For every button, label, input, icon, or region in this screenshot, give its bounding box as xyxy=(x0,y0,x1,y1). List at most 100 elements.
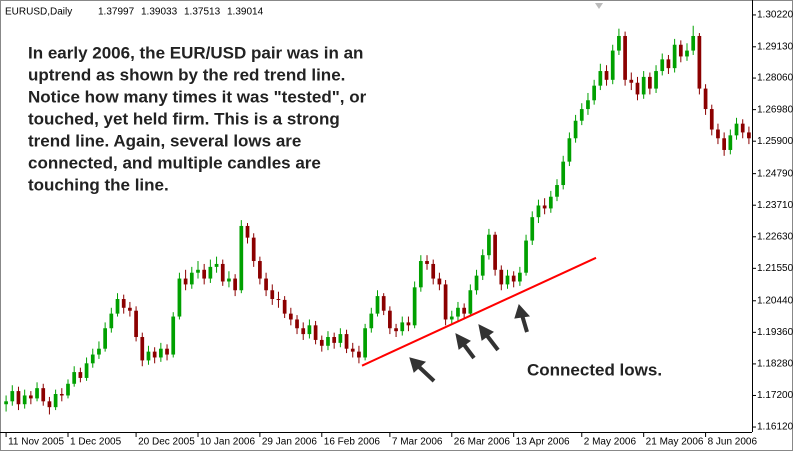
y-tick-label: 1.24790 xyxy=(757,168,793,179)
candle-body xyxy=(220,263,225,282)
x-tick-label: 29 Jan 2006 xyxy=(262,437,317,448)
y-tick-label: 1.22630 xyxy=(757,231,793,242)
candle-body xyxy=(555,185,559,197)
candle-body xyxy=(654,71,658,89)
candle-body xyxy=(251,237,256,262)
candle-body xyxy=(189,272,194,285)
candle-body xyxy=(536,205,541,218)
candle-body xyxy=(84,363,89,378)
candle-body xyxy=(573,120,578,139)
candle-body xyxy=(660,59,665,72)
candle-body xyxy=(691,35,696,51)
x-tick-label: 13 Apr 2006 xyxy=(516,437,570,448)
x-tick-label: 11 Nov 2005 xyxy=(8,437,64,448)
candle-body xyxy=(357,351,361,358)
candle-body xyxy=(35,388,39,399)
candle-body xyxy=(480,255,485,276)
candle-body xyxy=(59,394,64,396)
candle-body xyxy=(16,391,21,405)
candle-body xyxy=(140,337,145,361)
candle-body xyxy=(227,278,231,282)
candle-body xyxy=(53,394,58,408)
candle-body xyxy=(90,354,95,364)
candle-body xyxy=(313,325,318,340)
arrow-head xyxy=(409,357,427,373)
candle-body xyxy=(629,79,634,83)
x-tick-label: 1 Dec 2005 xyxy=(70,437,122,448)
candle-body xyxy=(239,225,244,291)
candle-body xyxy=(598,71,603,86)
annotation-line: In early 2006, the EUR/USD pair was in a… xyxy=(28,43,363,62)
y-tick-label: 1.18280 xyxy=(757,359,793,370)
y-tick-label: 1.25900 xyxy=(757,136,793,147)
candle-body xyxy=(567,138,572,162)
x-tick-label: 10 Jan 2006 xyxy=(200,437,255,448)
candle-body xyxy=(282,299,287,314)
candle-body xyxy=(332,337,337,343)
candle-body xyxy=(648,76,652,89)
candle-body xyxy=(487,234,491,256)
candle-body xyxy=(666,59,671,69)
callout: Connected lows. xyxy=(527,360,662,379)
candle-body xyxy=(604,71,609,80)
candle-body xyxy=(394,328,398,332)
candle-body xyxy=(400,322,405,332)
candle-body xyxy=(183,278,188,285)
y-tick-label: 1.19360 xyxy=(757,327,793,338)
x-tick-label: 26 Mar 2006 xyxy=(454,437,511,448)
candle-body xyxy=(276,299,281,301)
candle-body xyxy=(449,316,454,320)
x-tick-label: 2 May 2006 xyxy=(584,437,637,448)
candle-body xyxy=(128,307,132,311)
candle-body xyxy=(171,316,176,355)
candle-body xyxy=(685,50,689,57)
candle-body xyxy=(196,269,200,273)
candle-body xyxy=(425,261,429,264)
candle-body xyxy=(431,263,436,279)
candle-body xyxy=(72,372,77,384)
candle-body xyxy=(443,284,448,320)
y-tick-label: 1.28060 xyxy=(757,73,793,84)
candle-body xyxy=(78,372,83,378)
candle-body xyxy=(747,132,751,139)
arrow xyxy=(415,363,436,383)
candle-body xyxy=(270,290,275,300)
candle-body xyxy=(635,82,640,95)
candle-body xyxy=(369,313,374,329)
candle-body xyxy=(406,322,411,326)
candle-body xyxy=(381,296,386,311)
x-tick-label: 21 May 2006 xyxy=(646,437,704,448)
arrow-head xyxy=(514,304,531,319)
candle-body xyxy=(740,123,745,133)
candle-body xyxy=(307,325,312,335)
annotation-line: uptrend as shown by the red trend line. xyxy=(28,65,345,84)
arrow xyxy=(520,314,529,333)
candle-body xyxy=(22,395,27,405)
header-quote: 1.39014 xyxy=(227,7,264,18)
y-tick-label: 1.20440 xyxy=(757,295,793,306)
candle-body xyxy=(505,275,510,285)
candle-body xyxy=(734,123,739,136)
candle-body xyxy=(728,135,733,150)
candle-body xyxy=(41,388,46,402)
candle-body xyxy=(4,401,8,405)
candle-body xyxy=(499,269,504,285)
candle-body xyxy=(592,85,597,101)
candle-body xyxy=(152,351,157,358)
candle-body xyxy=(115,299,120,314)
candle-body xyxy=(474,275,479,291)
candle-body xyxy=(412,287,417,326)
candle-body xyxy=(716,129,720,139)
arrows xyxy=(409,304,531,383)
candle-body xyxy=(462,307,467,314)
candle-body xyxy=(586,100,590,110)
candle-body xyxy=(288,313,293,320)
candle-body xyxy=(697,35,702,89)
candle-body xyxy=(233,278,237,291)
annotation-line: touching the line. xyxy=(28,175,169,194)
candle-body xyxy=(10,391,15,402)
candle-body xyxy=(375,296,380,314)
candle-body xyxy=(493,234,497,270)
candle-body xyxy=(703,88,708,110)
